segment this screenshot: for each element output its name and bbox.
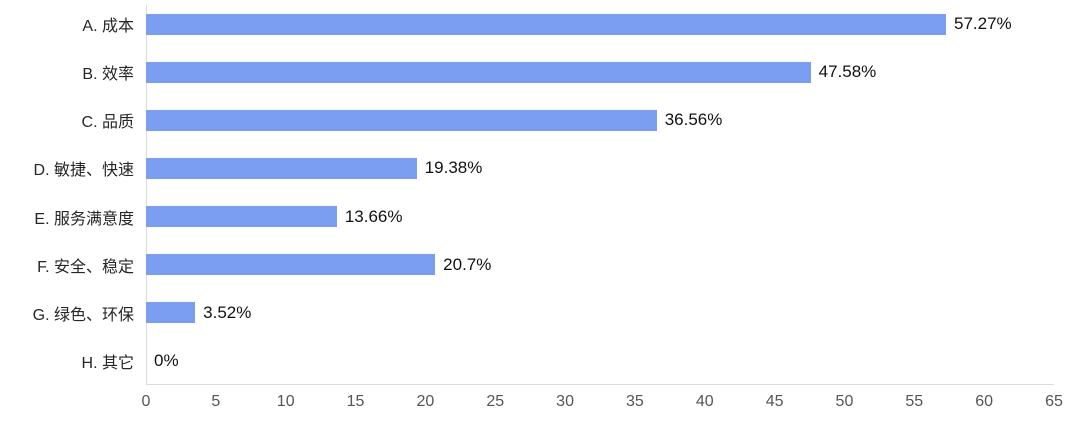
bar-area: 36.56% [146,96,1054,144]
value-label: 20.7% [443,254,492,274]
bar [146,157,417,179]
x-tick-label: 25 [486,393,505,410]
category-label: F. 安全、稳定 [37,258,134,276]
chart-row: G. 绿色、环保 3.52% [0,289,1080,337]
x-tick-label: 20 [416,393,435,410]
chart-row: F. 安全、稳定 20.7% [0,241,1080,289]
bar [146,302,196,324]
category-label: B. 效率 [82,66,134,84]
category-label: C. 品质 [81,114,134,132]
x-tick-label: 60 [975,393,994,410]
bar [146,13,947,35]
value-label: 19.38% [424,158,483,178]
bar-area: 20.7% [146,241,1054,289]
x-tick-label: 50 [835,393,854,410]
bar [146,254,436,276]
category-label: D. 敏捷、快速 [33,162,134,180]
bar-area: 19.38% [146,144,1054,192]
x-axis: 0 5 10 15 20 25 30 35 40 45 50 55 60 65 [142,393,1063,423]
x-tick-label: 65 [1045,393,1063,410]
bar-area: 0% [146,337,1054,385]
bar [146,61,811,83]
x-tick-label: 5 [211,393,221,410]
value-label: 0% [154,350,179,370]
x-tick-label: 35 [626,393,644,410]
chart-row: D. 敏捷、快速 19.38% [0,144,1080,192]
category-label: E. 服务满意度 [34,210,134,228]
bar-area: 47.58% [146,48,1054,96]
bar-area: 3.52% [146,289,1054,337]
category-label: H. 其它 [81,354,134,372]
bar-area: 13.66% [146,193,1054,241]
chart-row: C. 品质 36.56% [0,96,1080,144]
value-label: 57.27% [954,14,1012,33]
chart-rows: A. 成本 57.27% B. 效率 47.58% C. 品质 36.56% D. 敏捷、快… [0,0,1080,385]
x-tick-label: 10 [276,393,295,410]
value-label: 13.66% [344,206,403,226]
x-tick-label: 15 [346,393,365,410]
bar [146,206,337,228]
value-label: 47.58% [818,62,877,82]
category-label: A. 成本 [82,18,134,35]
bar [146,109,657,131]
category-label: G. 绿色、环保 [32,306,134,324]
chart-row: H. 其它 0% [0,337,1080,385]
x-tick-label: 30 [556,393,574,410]
chart-row: E. 服务满意度 13.66% [0,193,1080,241]
x-tick-label: 0 [141,393,151,410]
x-tick-label: 45 [765,393,784,410]
x-tick-label: 55 [905,393,924,410]
bar-area: 57.27% [146,0,1054,48]
value-label: 36.56% [664,110,723,130]
chart-row: A. 成本 57.27% [0,0,1080,48]
chart-row: B. 效率 47.58% [0,48,1080,96]
value-label: 3.52% [203,302,252,322]
x-tick-label: 40 [695,393,714,410]
